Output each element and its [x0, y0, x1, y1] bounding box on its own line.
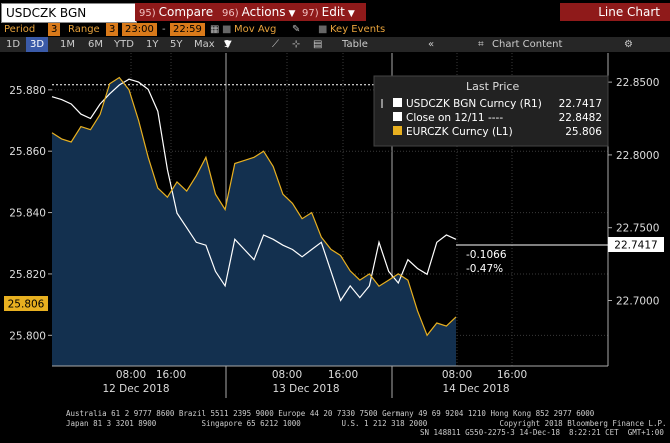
x-tick-label-5: 16:00 — [497, 369, 527, 381]
left-tick-label-2: 25.840 — [9, 208, 46, 220]
x-tick-label-3: 16:00 — [328, 369, 358, 381]
security-field[interactable]: USDCZK BGN Curncy — [1, 3, 137, 38]
timerange-bar: 1D 3D 1M 6M YTD 1Y 5Y Max 3 Min ▼ ⟋ ⊹ ▤ … — [0, 37, 670, 65]
footer-line-2: Japan 81 3 3201 8900 Singapore 65 6212 1… — [66, 419, 667, 428]
range-max[interactable]: Max — [194, 39, 215, 50]
legend-label-2: EURCZK Curncy (L1) — [406, 126, 513, 138]
actions-label: Actions — [241, 5, 286, 19]
range-dash: - — [162, 24, 166, 35]
legend-title: Last Price — [466, 80, 519, 93]
compare-label: Compare — [158, 5, 214, 19]
chart-content-button[interactable]: Chart Content — [492, 39, 563, 50]
time-from-field[interactable]: 23:00 — [122, 23, 157, 36]
left-tick-label-1: 25.860 — [9, 146, 46, 158]
compare-button[interactable]: 95) Compare — [135, 3, 223, 21]
collapse-icon[interactable]: « — [428, 39, 435, 50]
range-6m[interactable]: 6M — [88, 39, 103, 50]
x-tick-label-0: 08:00 — [116, 369, 146, 381]
mov-avg-label: Mov Avg — [234, 24, 277, 35]
table-icon[interactable]: ▤ — [313, 39, 323, 50]
left-tick-label-0: 25.880 — [9, 85, 46, 97]
actions-num: 96) — [222, 8, 239, 19]
interval-select[interactable]: 3 Min ▼ — [224, 37, 242, 65]
settings-gear-icon[interactable]: ⚙ — [624, 39, 633, 50]
actions-button[interactable]: 96) Actions ▼ — [218, 3, 302, 21]
pencil-icon[interactable]: ✎ — [292, 24, 301, 35]
legend-value-1: 22.8482 — [559, 112, 602, 124]
right-tick-label-2: 22.7500 — [616, 223, 659, 235]
legend-box — [373, 75, 609, 147]
left-axis: 25.880 25.860 25.840 25.820 25.800 — [9, 85, 52, 342]
period-field[interactable]: 3 — [48, 23, 61, 36]
day-label-2: 14 Dec 2018 — [442, 383, 509, 395]
x-tick-label-2: 08:00 — [272, 369, 302, 381]
table-button[interactable]: Table — [342, 39, 368, 50]
x-axis: 08:00 16:00 08:00 16:00 08:00 16:00 12 Dec 201… — [52, 365, 608, 395]
period-label: Period — [4, 24, 36, 35]
key-events-label: Key Events — [330, 24, 386, 35]
day-label-1: 13 Dec 2018 — [272, 383, 339, 395]
series-area — [52, 77, 456, 366]
footer: Australia 61 2 9777 8600 Brazil 5511 239… — [0, 405, 670, 443]
top-toolbar: USDCZK BGN Curncy 95)Compare 96)Actions▼… — [0, 0, 670, 38]
range-field[interactable]: 3 — [106, 23, 119, 36]
footer-line-3: SN 148811 G550-2275-3 14-Dec-18 8:22:21 … — [420, 428, 664, 437]
range-5y[interactable]: 5Y — [170, 39, 183, 50]
mov-avg-checkbox[interactable]: ■ — [222, 24, 232, 35]
right-axis: 22.8500 22.8000 22.7500 22.7000 — [607, 53, 659, 366]
left-tick-label-4: 25.800 — [9, 330, 46, 342]
series-line-1 — [51, 76, 457, 337]
day-label-0: 12 Dec 2018 — [102, 383, 169, 395]
legend-value-0: 22.7417 — [559, 98, 602, 110]
legend-swatch-0 — [393, 98, 402, 107]
left-last-value: 25.806 — [8, 299, 45, 311]
key-events-checkbox[interactable]: ■ — [318, 24, 328, 35]
calendar-icon[interactable]: ▦ — [210, 24, 220, 35]
right-last-tag — [608, 237, 664, 252]
legend-value-2: 25.806 — [565, 126, 602, 138]
range-ytd[interactable]: YTD — [114, 39, 134, 50]
legend-label-1: Close on 12/11 ---- — [406, 112, 503, 124]
range-3d[interactable]: 3D — [26, 37, 49, 52]
actions-caret-icon: ▼ — [288, 9, 296, 19]
edit-num: 97) — [302, 8, 319, 19]
x-tick-label-1: 16:00 — [156, 369, 186, 381]
edit-caret-icon: ▼ — [347, 9, 355, 19]
chart-content-icon[interactable]: ⌗ — [478, 39, 484, 50]
legend-label-0: USDCZK BGN Curncy (R1) — [406, 98, 542, 110]
horizontal-grid — [52, 84, 608, 336]
range-1d[interactable]: 1D — [6, 39, 21, 50]
right-last-value: 22.7417 — [614, 240, 657, 252]
legend-swatch-2 — [393, 126, 402, 135]
legend-swatch-1 — [393, 112, 402, 121]
edit-label: Edit — [321, 5, 345, 19]
range-label: Range — [68, 24, 100, 35]
change-value: -0.1066 — [466, 249, 507, 261]
left-tick-label-3: 25.820 — [9, 269, 46, 281]
settings-bar: Period 3 Range 3 23:00 - 22:59 ▦ ■ Mov A… — [0, 23, 670, 36]
right-tick-label-3: 22.7000 — [616, 295, 659, 307]
legend: Last Price USDCZK BGN Curncy (R1) 22.741… — [373, 75, 609, 147]
time-to-field[interactable]: 22:59 — [170, 23, 205, 36]
range-1m[interactable]: 1M — [60, 39, 75, 50]
annotate-icon[interactable]: ⊹ — [292, 39, 301, 50]
footer-line-1: Australia 61 2 9777 8600 Brazil 5511 239… — [66, 409, 595, 418]
right-tick-label-1: 22.8000 — [616, 150, 659, 162]
change-annotation: -0.1066 -0.47% — [456, 244, 608, 275]
change-pct: -0.47% — [466, 263, 503, 275]
line-tool-icon[interactable]: ⟋ — [272, 39, 279, 50]
series-lines — [51, 76, 457, 337]
right-tick-label-0: 22.8500 — [616, 77, 659, 89]
compare-num: 95) — [139, 8, 156, 19]
series-area-1 — [52, 77, 456, 366]
x-tick-label-4: 08:00 — [442, 369, 472, 381]
left-last-tag — [4, 296, 48, 311]
range-1y[interactable]: 1Y — [146, 39, 159, 50]
edit-button[interactable]: 97) Edit ▼ — [298, 3, 366, 21]
chart-type-title: Line Chart — [560, 3, 670, 21]
series-line-0 — [51, 78, 457, 302]
